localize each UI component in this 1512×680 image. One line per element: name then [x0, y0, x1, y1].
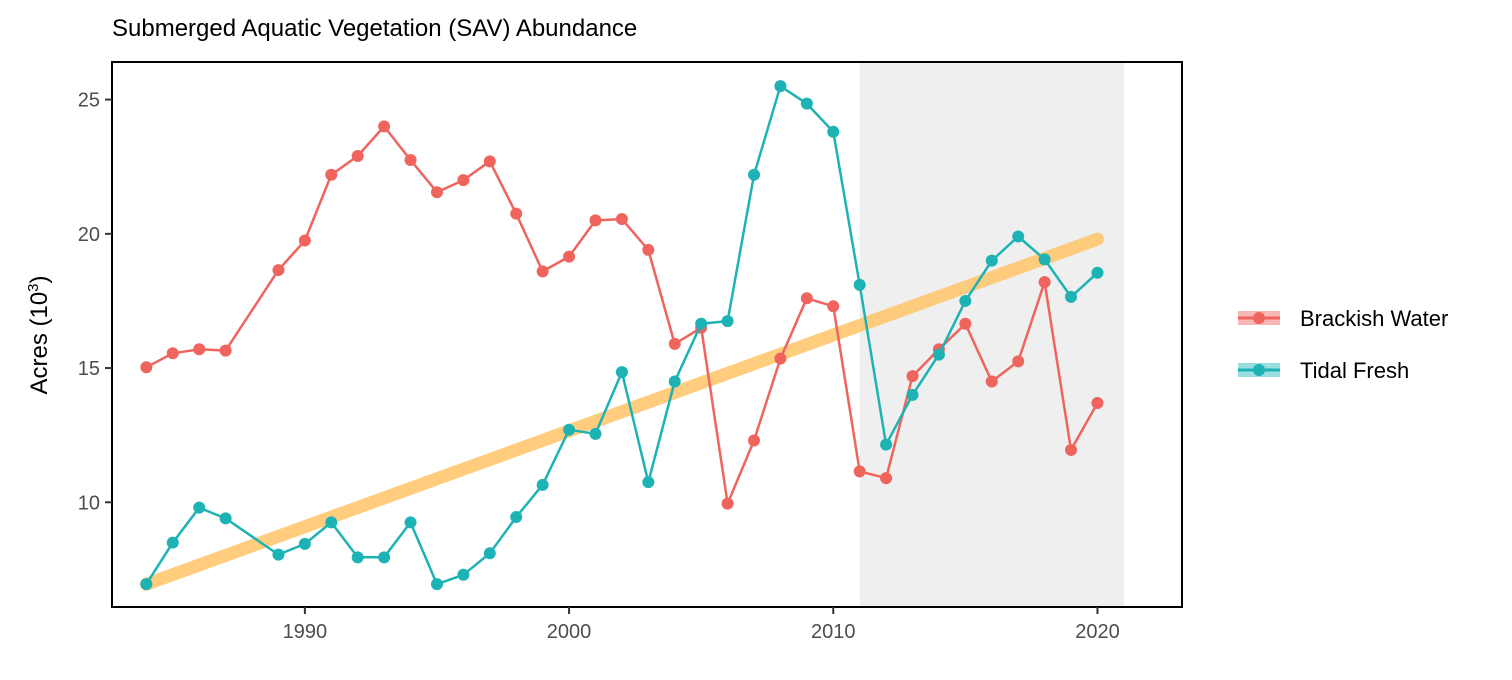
data-point-brackish-water — [642, 243, 655, 256]
data-point-tidal-fresh — [880, 438, 893, 451]
data-point-tidal-fresh — [695, 317, 708, 330]
data-point-tidal-fresh — [615, 366, 628, 379]
data-point-tidal-fresh — [193, 501, 206, 514]
y-tick-label: 10 — [78, 492, 100, 514]
legend-label: Tidal Fresh — [1300, 358, 1409, 383]
axes-layer: 1990 2000 2010 2020 10 15 20 25 — [78, 90, 1120, 643]
data-point-tidal-fresh — [298, 537, 311, 550]
data-point-tidal-fresh — [536, 478, 549, 491]
data-point-brackish-water — [1091, 396, 1104, 409]
data-point-tidal-fresh — [800, 97, 813, 110]
data-point-tidal-fresh — [853, 278, 866, 291]
series-tidal-fresh — [140, 80, 1104, 591]
legend: Brackish Water Tidal Fresh — [1238, 306, 1448, 383]
data-point-brackish-water — [404, 153, 417, 166]
data-point-brackish-water — [853, 465, 866, 478]
data-point-brackish-water — [325, 168, 338, 181]
data-point-brackish-water — [536, 265, 549, 278]
data-point-tidal-fresh — [219, 512, 232, 525]
chart-title: Submerged Aquatic Vegetation (SAV) Abund… — [112, 15, 637, 42]
data-point-brackish-water — [193, 343, 206, 356]
data-point-tidal-fresh — [1038, 253, 1051, 266]
data-point-brackish-water — [985, 375, 998, 388]
data-point-tidal-fresh — [272, 548, 285, 561]
data-point-brackish-water — [272, 264, 285, 277]
data-point-tidal-fresh — [748, 168, 760, 181]
data-point-tidal-fresh — [483, 547, 496, 560]
data-point-tidal-fresh — [932, 348, 945, 361]
legend-swatch-point — [1253, 312, 1265, 324]
data-point-brackish-water — [880, 472, 893, 485]
data-point-tidal-fresh — [1012, 230, 1025, 243]
data-point-tidal-fresh — [325, 516, 338, 529]
data-point-tidal-fresh — [959, 294, 972, 307]
legend-swatch-point — [1253, 364, 1265, 376]
data-point-tidal-fresh — [378, 551, 391, 564]
y-axis-title-main: Acres (10 — [26, 292, 53, 395]
data-point-tidal-fresh — [827, 125, 840, 138]
data-point-brackish-water — [298, 234, 311, 247]
data-point-tidal-fresh — [642, 476, 655, 489]
data-point-tidal-fresh — [985, 254, 998, 267]
data-point-tidal-fresh — [166, 536, 179, 549]
data-point-brackish-water — [483, 155, 496, 168]
y-tick-label: 20 — [78, 224, 100, 246]
data-point-brackish-water — [959, 317, 972, 330]
plot-border — [111, 61, 1183, 608]
x-tick-label: 2010 — [811, 621, 856, 643]
data-point-tidal-fresh — [430, 578, 443, 591]
y-tick-label: 15 — [78, 358, 100, 380]
data-point-brackish-water — [827, 300, 840, 313]
data-point-brackish-water — [140, 361, 153, 374]
data-point-brackish-water — [748, 434, 760, 447]
data-point-tidal-fresh — [1065, 290, 1078, 303]
data-point-tidal-fresh — [351, 551, 364, 564]
legend-item-brackish-water: Brackish Water — [1238, 306, 1448, 331]
data-point-tidal-fresh — [140, 578, 153, 591]
data-point-brackish-water — [457, 174, 470, 187]
data-point-brackish-water — [1065, 443, 1078, 456]
legend-item-tidal-fresh: Tidal Fresh — [1238, 358, 1409, 383]
data-point-brackish-water — [430, 186, 443, 199]
x-tick-label: 2000 — [547, 621, 592, 643]
data-point-brackish-water — [721, 497, 734, 510]
data-point-brackish-water — [1012, 355, 1025, 368]
x-tick-label: 1990 — [283, 621, 328, 643]
data-point-brackish-water — [510, 207, 523, 220]
data-point-brackish-water — [589, 214, 602, 227]
data-point-brackish-water — [800, 292, 813, 305]
plot-background — [112, 62, 1182, 607]
data-point-brackish-water — [378, 120, 391, 133]
trend-layer — [139, 232, 1104, 591]
data-point-brackish-water — [563, 250, 576, 263]
data-point-brackish-water — [668, 337, 681, 350]
x-tick-label: 2020 — [1075, 621, 1120, 643]
data-point-tidal-fresh — [1091, 266, 1104, 279]
y-axis-title-close: ) — [26, 275, 53, 283]
data-point-tidal-fresh — [774, 80, 787, 93]
data-point-brackish-water — [774, 352, 787, 365]
y-tick-label: 25 — [78, 90, 100, 112]
data-point-brackish-water — [351, 149, 364, 162]
data-point-brackish-water — [906, 370, 919, 383]
legend-label: Brackish Water — [1300, 306, 1448, 331]
data-point-tidal-fresh — [721, 315, 734, 328]
data-point-tidal-fresh — [906, 388, 919, 401]
shaded-region — [859, 62, 1124, 607]
data-point-tidal-fresh — [668, 375, 681, 388]
trend-line — [139, 232, 1104, 591]
data-point-brackish-water — [219, 344, 232, 357]
data-point-tidal-fresh — [510, 511, 523, 524]
series-layer — [140, 80, 1104, 591]
data-point-tidal-fresh — [563, 423, 576, 436]
data-point-tidal-fresh — [404, 516, 417, 529]
data-point-brackish-water — [1038, 276, 1051, 289]
data-point-tidal-fresh — [589, 427, 602, 440]
y-axis-title: Acres (103) — [25, 275, 53, 394]
data-point-tidal-fresh — [457, 568, 470, 581]
data-point-brackish-water — [615, 213, 628, 226]
y-axis-title-superscript: 3 — [25, 283, 42, 291]
data-point-brackish-water — [166, 347, 179, 360]
